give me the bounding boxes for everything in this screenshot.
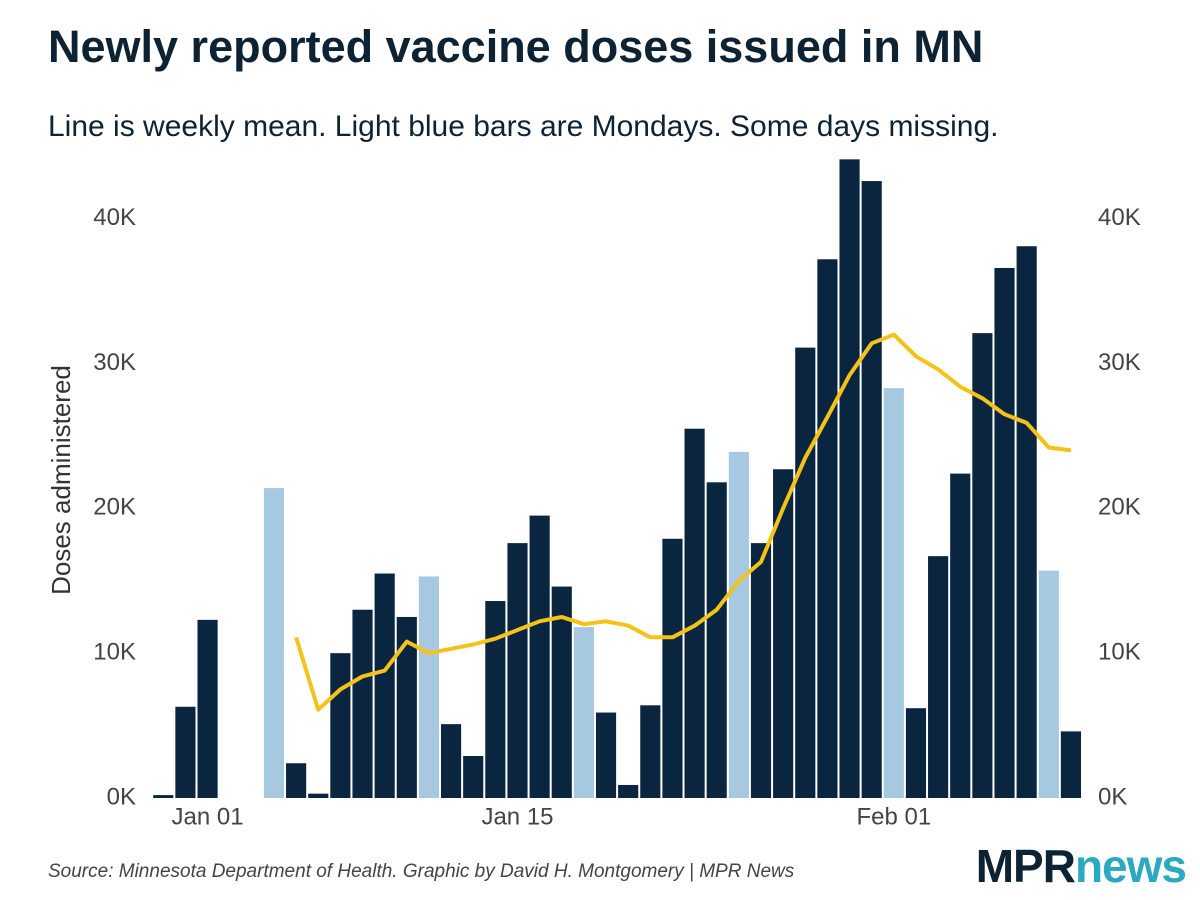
bar [972,333,993,798]
x-tick-label: Jan 15 [481,803,553,830]
line [294,332,1072,712]
bar [330,653,351,798]
source-note: Source: Minnesota Department of Health. … [48,861,795,882]
chart-subtitle: Line is weekly mean. Light blue bars are… [48,110,998,143]
x-tick-label: Jan 01 [172,803,244,830]
y2-tick-label: 20K [1098,494,1141,521]
y2-tick-label: 30K [1098,349,1141,376]
logo-part: MPR [976,840,1076,892]
bar [175,706,196,798]
bar [197,619,218,798]
y-tick-label: 10K [93,639,136,666]
bar [263,488,285,798]
logo: MPRnews [976,840,1186,892]
y-tick-label: 0K [107,783,136,810]
bar [795,347,816,798]
bar [418,576,440,798]
bar [463,756,484,798]
logo-part: news [1075,840,1186,892]
bar [1060,731,1081,798]
y2-tick-label: 10K [1098,639,1141,666]
bar [905,708,927,798]
bar [817,259,838,798]
y2-tick-label: 40K [1098,204,1141,231]
bar [485,601,506,798]
bar [750,543,772,798]
bar [308,793,329,798]
bar [773,469,794,798]
bar [441,724,462,798]
bar [1016,246,1037,799]
chart-title: Newly reported vaccine doses issued in M… [48,21,983,72]
bar [529,515,550,798]
bar [950,473,971,798]
y2-tick-label: 0K [1098,783,1127,810]
bar [352,609,373,798]
bar [662,538,683,798]
y-axis-label: Doses administered [46,365,76,595]
bar [153,795,174,798]
bar [861,181,882,798]
bar [706,482,727,798]
bar [396,616,417,798]
bar [595,712,617,798]
bar [994,267,1015,798]
bar [640,705,661,798]
y-tick-label: 40K [93,204,136,231]
bar [618,784,639,798]
bar [507,543,528,798]
bar [883,388,904,798]
bar [839,159,860,798]
bar [728,451,749,798]
bar [374,573,395,798]
bar [551,586,572,798]
bar [928,556,949,798]
bar [684,428,705,798]
bar [573,627,594,798]
bar [1038,570,1059,798]
y-tick-label: 30K [93,349,136,376]
y-tick-label: 20K [93,494,136,521]
bar [286,763,307,798]
x-tick-label: Feb 01 [856,803,931,830]
